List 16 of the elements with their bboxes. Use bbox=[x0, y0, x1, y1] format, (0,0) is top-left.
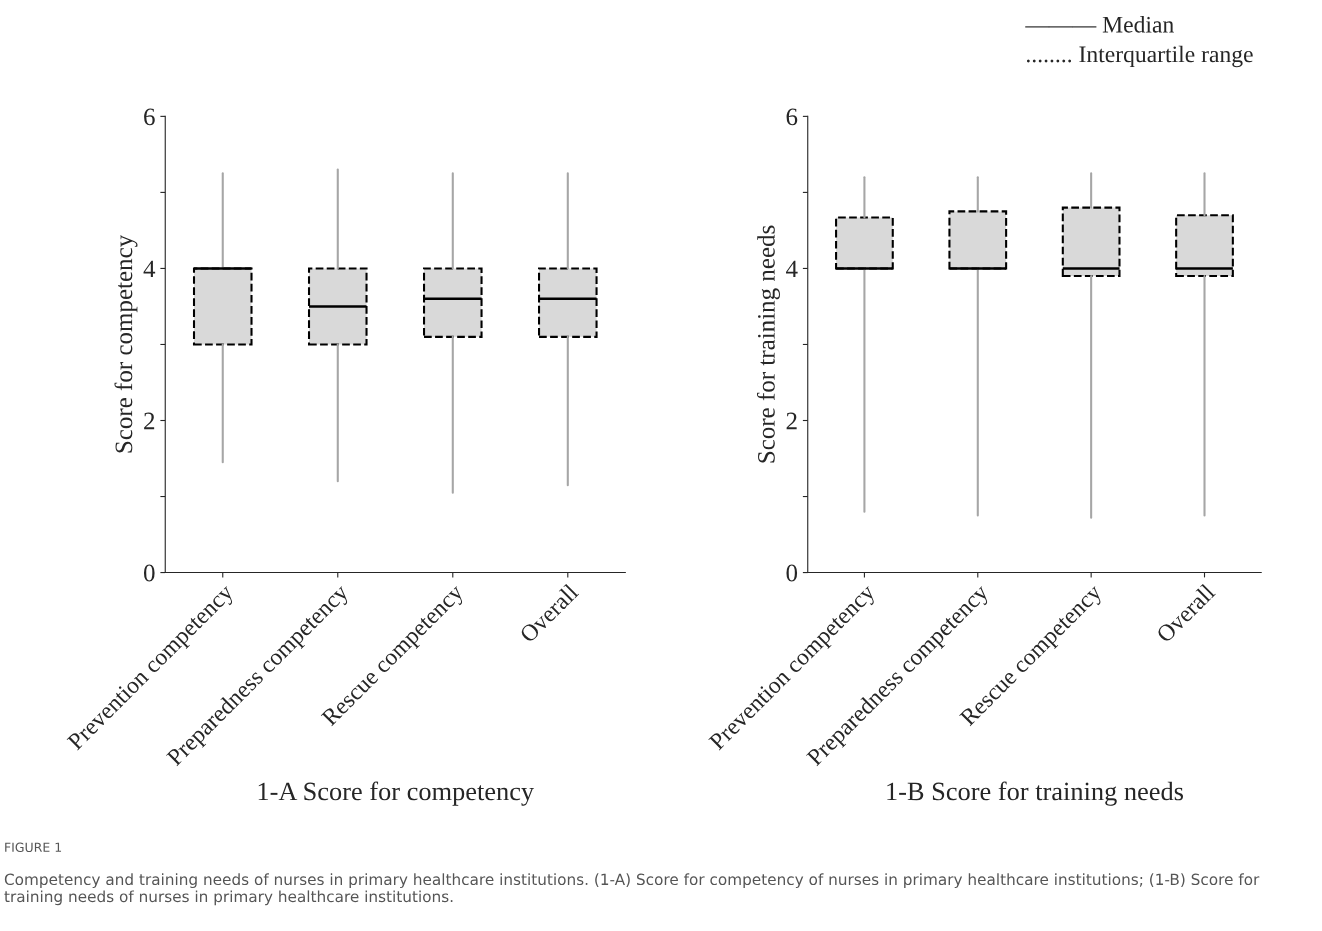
y-tick-label: 0 bbox=[786, 564, 798, 582]
y-axis-title: Score for competency bbox=[114, 234, 138, 453]
y-axis-title: Score for training needs bbox=[756, 225, 780, 463]
y-tick-label: 2 bbox=[144, 412, 155, 430]
y-tick-label: 4 bbox=[786, 260, 798, 278]
y-tick-label: 6 bbox=[786, 108, 798, 126]
caption: FIGURE 1 bbox=[5, 842, 62, 853]
y-tick-label: 4 bbox=[143, 260, 156, 278]
text: ——— Median bbox=[1025, 16, 1174, 33]
x-axis-title: 1-B Score for training needs bbox=[887, 781, 1183, 806]
y-tick-label: 0 bbox=[143, 564, 155, 582]
y-tick-label: 6 bbox=[144, 108, 155, 126]
text: ........ Interquartile range bbox=[1026, 45, 1253, 68]
text: Competency and training needs of nurses in primary healthcare institutions. (1-A) Score for competency of nurses in primary healthcare institutions; (1-B) Score for training needs of nurses in primary healthcare institutions. bbox=[4, 873, 1260, 906]
y-tick-label: 2 bbox=[786, 412, 797, 430]
x-axis-title: 1-A Score for competency bbox=[258, 781, 535, 806]
